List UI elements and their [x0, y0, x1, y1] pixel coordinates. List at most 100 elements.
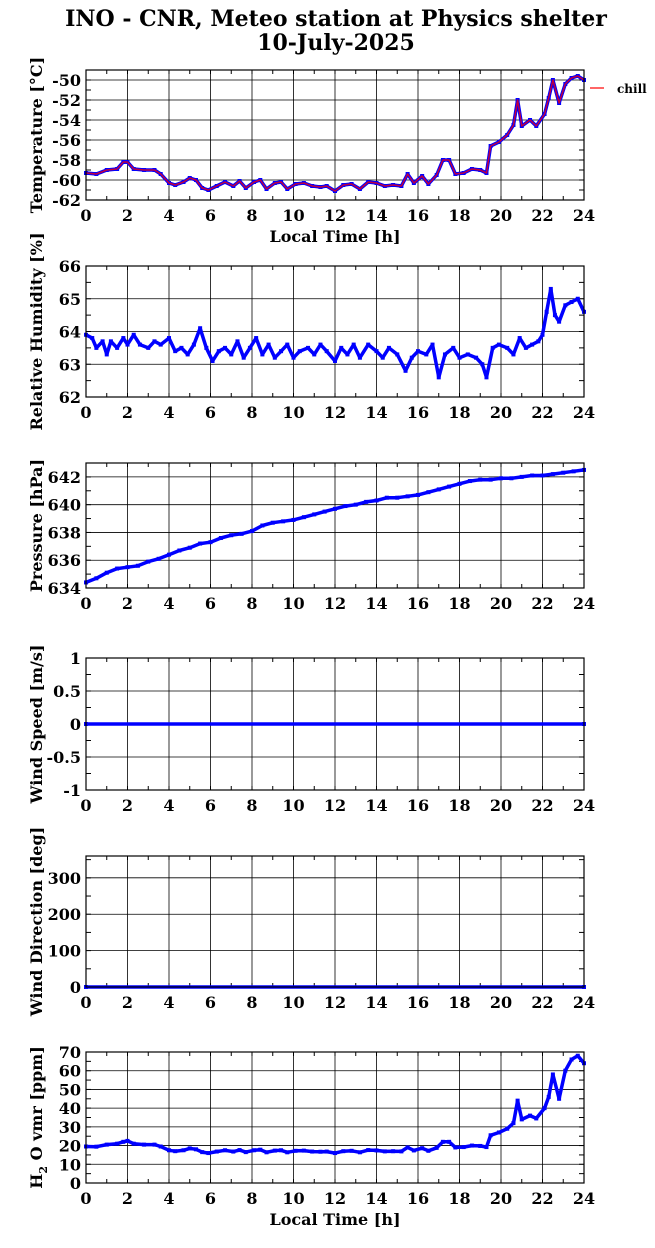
data-point	[430, 342, 435, 347]
x-tick-label: 6	[205, 403, 216, 422]
data-point	[540, 332, 545, 337]
x-tick-label: 0	[80, 796, 91, 815]
data-point	[187, 1146, 192, 1151]
data-point	[374, 349, 379, 354]
x-tick-label: 16	[407, 1189, 429, 1208]
x-tick-label: 18	[448, 796, 470, 815]
x-tick-label: 12	[324, 594, 346, 613]
x-tick-label: 22	[531, 993, 553, 1012]
data-point	[293, 1148, 298, 1153]
data-point	[484, 1145, 489, 1150]
x-axis-title: Local Time [h]	[269, 1210, 400, 1229]
data-point	[523, 345, 528, 350]
data-point	[424, 352, 429, 357]
y-tick-label: -60	[52, 171, 81, 190]
data-point	[349, 1148, 354, 1153]
y-tick-label: 40	[59, 1099, 81, 1118]
data-point	[447, 1139, 452, 1144]
data-point	[115, 345, 120, 350]
data-point	[384, 495, 389, 500]
data-point	[204, 345, 209, 350]
x-tick-label: 4	[163, 796, 174, 815]
data-point	[146, 559, 151, 564]
y-tick-label: 20	[59, 1137, 81, 1156]
x-tick-label: 18	[448, 1189, 470, 1208]
data-point	[237, 1148, 242, 1153]
data-point	[416, 349, 420, 354]
data-point	[353, 502, 358, 507]
y-tick-label: 642	[48, 468, 81, 487]
y-tick-label: -52	[52, 91, 81, 110]
y-axis-title: Wind Speed [m/s]	[27, 645, 46, 805]
y-axis-title: Wind Direction [deg]	[27, 827, 46, 1018]
x-tick-label: 14	[365, 206, 387, 225]
x-tick-label: 22	[531, 796, 553, 815]
y-tick-label: 0	[70, 978, 81, 997]
data-point	[447, 484, 452, 489]
x-tick-label: 0	[80, 1189, 91, 1208]
x-tick-label: 12	[324, 796, 346, 815]
data-point	[505, 345, 510, 350]
data-point	[142, 1142, 147, 1147]
y-tick-label: 30	[59, 1118, 81, 1137]
data-point	[152, 1142, 157, 1147]
figure-title: INO - CNR, Meteo station at Physics shel…	[65, 6, 607, 32]
y-tick-label: -58	[52, 151, 81, 170]
data-point	[94, 576, 99, 581]
y-tick-label: 62	[59, 388, 81, 407]
data-point	[569, 300, 574, 305]
x-tick-label: 0	[80, 993, 91, 1012]
x-tick-label: 14	[365, 1189, 387, 1208]
data-point	[279, 349, 284, 354]
y-tick-label: 63	[59, 355, 81, 374]
data-point	[496, 1130, 501, 1135]
data-point	[333, 358, 337, 363]
data-point	[229, 533, 234, 538]
x-tick-label: 8	[246, 594, 257, 613]
data-point	[291, 517, 296, 522]
x-tick-label: 8	[246, 403, 257, 422]
x-tick-label: 24	[573, 403, 595, 422]
data-point	[272, 355, 277, 360]
plot-frame	[85, 855, 585, 988]
data-point	[297, 349, 302, 354]
data-point	[339, 345, 344, 350]
data-point	[484, 375, 489, 380]
data-point	[499, 476, 503, 481]
x-tick-label: 22	[531, 403, 553, 422]
x-tick-label: 2	[122, 594, 133, 613]
x-tick-label: 10	[282, 403, 304, 422]
y-tick-label: 640	[48, 496, 81, 515]
data-point	[563, 1068, 568, 1073]
data-point	[343, 504, 348, 509]
x-tick-label: 24	[573, 993, 595, 1012]
x-tick-label: 18	[448, 594, 470, 613]
data-point	[490, 345, 495, 350]
data-point	[546, 1094, 551, 1099]
x-tick-label: 22	[531, 1189, 553, 1208]
data-point	[544, 309, 549, 314]
x-tick-label: 20	[490, 1189, 512, 1208]
x-tick-label: 4	[163, 1189, 174, 1208]
data-point	[125, 1138, 130, 1143]
data-point	[312, 352, 317, 357]
data-point	[465, 352, 470, 357]
x-tick-label: 0	[80, 594, 91, 613]
data-point	[306, 345, 311, 350]
data-point	[264, 1150, 269, 1155]
data-point	[216, 349, 221, 354]
series-line	[84, 1053, 586, 1155]
data-point	[575, 1053, 580, 1058]
y-tick-label: 0	[70, 1174, 81, 1193]
data-point	[206, 1151, 211, 1156]
y-tick-label: 60	[59, 1062, 81, 1081]
data-point	[125, 565, 130, 570]
x-tick-label: 8	[246, 993, 257, 1012]
x-tick-label: 18	[448, 206, 470, 225]
data-point	[536, 339, 541, 344]
data-point	[478, 477, 483, 482]
panel-2: 0 2 4 6 8 10 12 14 16 18 20 22 246263646566Relative …	[27, 232, 595, 430]
data-point	[272, 1148, 277, 1153]
data-point	[266, 342, 271, 347]
